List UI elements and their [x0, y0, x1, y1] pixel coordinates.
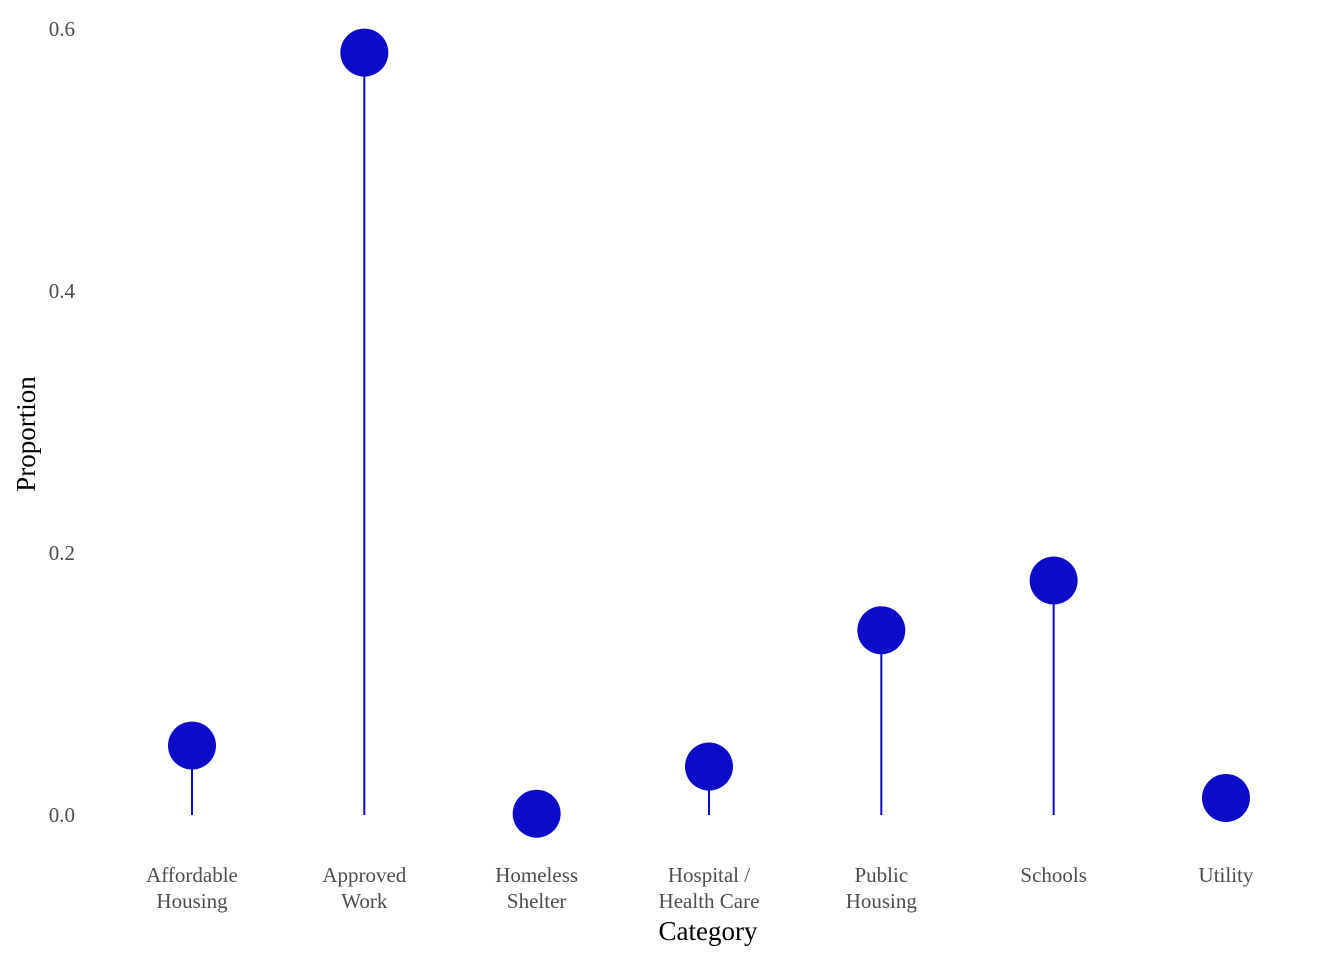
x-tick-label-line: Affordable — [146, 863, 238, 887]
x-tick-label-line: Utility — [1199, 863, 1254, 887]
x-tick-label-line: Housing — [846, 889, 918, 913]
lollipop-marker — [340, 28, 389, 77]
y-tick-label: 0.0 — [49, 803, 75, 827]
y-tick-label: 0.4 — [49, 279, 76, 303]
lollipop-marker — [1029, 556, 1078, 605]
x-tick-label-line: Health Care — [659, 889, 760, 913]
lollipop-marker — [168, 721, 216, 770]
x-tick-label: Public Housing — [846, 863, 918, 913]
x-tick-label-line: Homeless — [495, 863, 578, 887]
x-tick-label: Schools — [1020, 863, 1087, 887]
x-tick-label: Utility — [1199, 863, 1254, 887]
x-tick-label-line: Housing — [156, 889, 228, 913]
lollipop-marker — [857, 606, 906, 655]
lollipop-marker — [512, 789, 561, 838]
x-tick-label: Approved Work — [322, 863, 406, 913]
lollipop-stems — [191, 52, 1227, 815]
lollipop-marker — [684, 742, 733, 791]
y-tick-label: 0.2 — [49, 541, 75, 565]
y-axis-ticks: 0.0 0.2 0.4 0.6 — [49, 17, 76, 827]
x-tick-label-line: Schools — [1020, 863, 1087, 887]
x-tick-label: Affordable Housing — [146, 863, 238, 913]
x-tick-label-line: Hospital / — [668, 863, 750, 887]
x-tick-label: Homeless Shelter — [495, 863, 578, 913]
x-tick-label-line: Public — [854, 863, 908, 887]
x-tick-label-line: Approved — [322, 863, 406, 887]
x-tick-label: Hospital / Health Care — [659, 863, 760, 913]
lollipop-markers — [168, 28, 1250, 838]
x-tick-label-line: Shelter — [507, 889, 566, 913]
x-axis-title: Category — [659, 916, 758, 946]
y-axis-title: Proportion — [11, 376, 41, 492]
y-tick-label: 0.6 — [49, 17, 75, 41]
lollipop-marker — [1201, 773, 1250, 822]
x-tick-label-line: Work — [341, 889, 388, 913]
